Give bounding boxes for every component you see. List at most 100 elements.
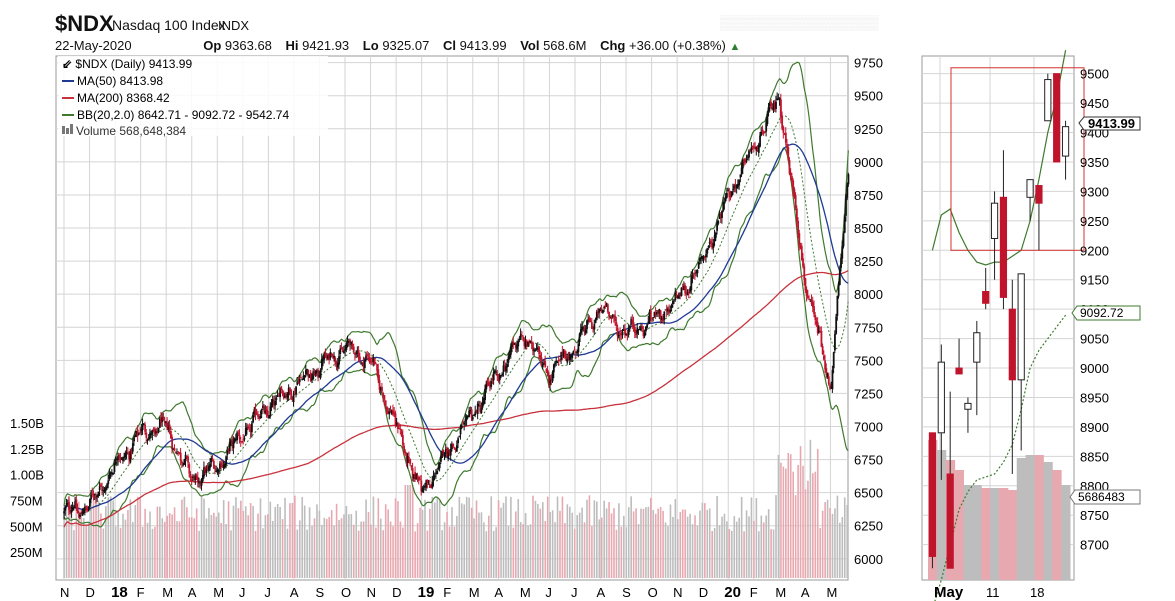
volume-bar: [809, 439, 812, 578]
candle-body: [453, 447, 456, 449]
candle-body: [700, 256, 703, 259]
candle-body: [516, 345, 518, 350]
candle-body: [630, 319, 633, 325]
candle-body: [760, 131, 763, 136]
candle-body: [648, 312, 651, 324]
candle-body: [131, 443, 134, 452]
volume-bar: [657, 508, 659, 578]
candle-body: [334, 357, 337, 364]
candle-body: [462, 423, 464, 425]
candle-body: [431, 481, 434, 488]
candle-body: [115, 458, 118, 461]
candle-body: [718, 213, 721, 220]
candle-body: [278, 395, 280, 397]
candle-body: [150, 434, 153, 436]
candle-body: [209, 463, 212, 468]
candle-body: [426, 479, 429, 484]
candle-body: [195, 475, 198, 478]
candle-body: [673, 299, 676, 301]
volume-bar: [448, 526, 451, 578]
candle-body: [506, 364, 509, 368]
candle-body: [584, 329, 587, 334]
candle-body: [735, 184, 738, 189]
candle-body: [457, 438, 460, 444]
candle-body: [146, 439, 149, 441]
volume-bar: [441, 530, 443, 578]
volume-bar: [127, 510, 129, 578]
x-tick-label: F: [750, 585, 758, 600]
volume-bar: [760, 515, 763, 578]
candle-body: [120, 458, 123, 460]
candle-body: [205, 469, 208, 473]
candle-body: [230, 440, 232, 442]
volume-bar: [458, 496, 461, 578]
candle-body: [846, 184, 849, 198]
volume-bar: [124, 519, 127, 578]
zoom-candle-body: [982, 291, 990, 304]
volume-bar: [313, 518, 316, 578]
volume-bar: [227, 501, 230, 578]
candle-body: [813, 306, 815, 315]
candle-body: [672, 300, 674, 305]
volume-bar: [598, 519, 601, 578]
candle-body: [371, 361, 374, 363]
candle-body: [452, 443, 455, 447]
candle-body: [263, 406, 266, 412]
volume-bar: [542, 502, 544, 578]
candle-body: [162, 416, 165, 421]
candle-body: [565, 356, 568, 361]
volume-bar: [829, 508, 831, 578]
close-quote: Cl 9413.99: [442, 38, 507, 53]
candle-body: [593, 323, 596, 330]
candle-body: [608, 311, 610, 317]
candle-body: [405, 453, 408, 462]
zoom-candle-body: [1061, 126, 1070, 157]
candle-body: [657, 310, 660, 312]
volume-tick-label: 1.25B: [10, 442, 44, 457]
zoom-candles: [928, 73, 1070, 569]
candle-body: [737, 183, 739, 187]
volume-bar: [522, 524, 524, 578]
volume-bar: [308, 507, 311, 578]
candle-body: [220, 462, 223, 467]
candle-body: [416, 475, 419, 478]
candle-body: [528, 340, 531, 343]
volume-bar: [554, 522, 556, 578]
zoom-volume-bar: [1034, 455, 1044, 580]
candle-body: [810, 300, 813, 304]
candle-body: [788, 160, 791, 174]
candle-body: [351, 343, 354, 346]
candle-body: [783, 133, 786, 135]
candle-body: [128, 453, 131, 460]
candle-body: [578, 333, 581, 343]
candle-body: [167, 426, 170, 430]
candle-body: [344, 349, 347, 351]
candle-body: [485, 383, 488, 390]
candle-body: [468, 410, 471, 417]
candle-body: [548, 375, 550, 383]
legend-main: ⇙ $NDX (Daily) 9413.99: [62, 57, 192, 71]
volume-bar: [770, 529, 772, 578]
candle-body: [206, 467, 209, 469]
volume-bar: [559, 510, 561, 578]
volume-bar: [296, 529, 299, 578]
volume-bar: [190, 517, 193, 578]
candle-body: [172, 448, 175, 450]
candle-body: [581, 326, 583, 331]
volume-bar: [510, 496, 512, 578]
volume-bar: [512, 527, 515, 578]
candle-body: [577, 344, 580, 353]
candle-body: [519, 334, 522, 340]
candle-body: [421, 488, 424, 493]
volume-bar: [348, 514, 350, 578]
candle-body: [789, 172, 792, 176]
candle-body: [619, 332, 622, 335]
candle-body: [338, 356, 340, 365]
volume-bar: [431, 496, 434, 578]
volume-bar: [161, 518, 164, 578]
candle-body: [129, 451, 132, 462]
x-tick-label: M: [775, 585, 786, 600]
x-tick-label: F: [137, 585, 145, 600]
candle-body: [543, 362, 545, 365]
candle-body: [178, 452, 181, 454]
